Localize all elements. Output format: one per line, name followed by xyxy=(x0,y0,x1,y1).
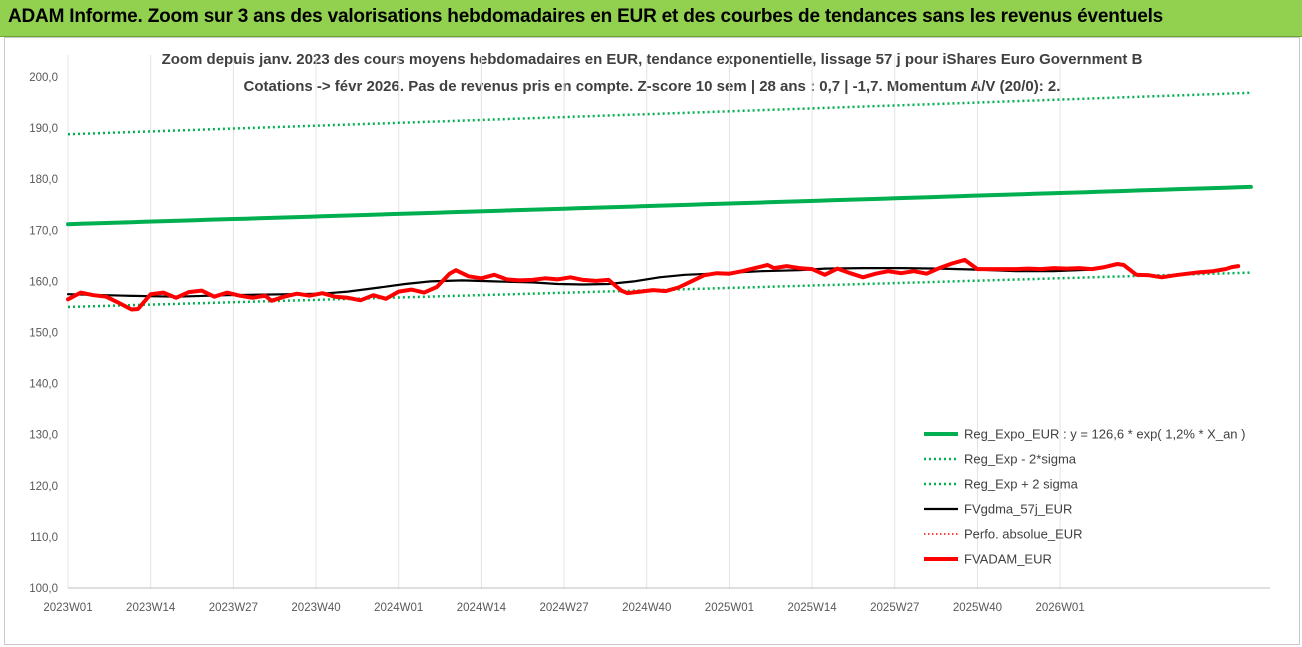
y-tick-label: 200,0 xyxy=(29,72,58,84)
x-tick-label: 2025W14 xyxy=(787,602,837,614)
chart-title: Zoom depuis janv. 2023 des cours moyens … xyxy=(161,51,1143,68)
chart-frame: Zoom depuis janv. 2023 des cours moyens … xyxy=(4,37,1300,645)
legend-label: Perfo. absolue_EUR xyxy=(964,527,1083,542)
y-tick-label: 140,0 xyxy=(29,379,58,391)
x-tick-label: 2023W14 xyxy=(126,602,176,614)
y-tick-label: 120,0 xyxy=(29,481,58,493)
y-tick-label: 110,0 xyxy=(30,532,58,544)
y-tick-label: 180,0 xyxy=(29,174,58,186)
legend-label: Reg_Expo_EUR : y = 126,6 * exp( 1,2% * X… xyxy=(964,427,1245,442)
x-tick-label: 2025W27 xyxy=(870,602,919,614)
y-tick-label: 160,0 xyxy=(29,276,58,288)
y-tick-label: 130,0 xyxy=(29,430,58,442)
axes: 2023W01 2023W14 2023W27 2023W40 2024W01 2024W… xyxy=(29,72,1270,614)
x-tick-label: 2025W40 xyxy=(953,602,1002,614)
x-tick-label: 2024W14 xyxy=(457,602,507,614)
report-banner: ADAM Informe. Zoom sur 3 ans des valoris… xyxy=(0,0,1302,37)
gridlines xyxy=(67,55,1061,588)
series-lines xyxy=(66,91,1253,312)
series-line-5 xyxy=(66,257,1241,312)
x-tick-label: 2026W01 xyxy=(1036,602,1085,614)
series-line-0 xyxy=(66,184,1253,227)
x-tick-label: 2024W40 xyxy=(622,602,671,614)
y-tick-label: 170,0 xyxy=(29,225,58,237)
x-tick-label: 2023W27 xyxy=(209,602,258,614)
x-tick-label: 2024W27 xyxy=(539,602,588,614)
legend-label: FVgdma_57j_EUR xyxy=(964,502,1072,517)
x-tick-label: 2023W01 xyxy=(43,602,92,614)
x-tick-label: 2023W40 xyxy=(291,602,340,614)
report-title: ADAM Informe. Zoom sur 3 ans des valoris… xyxy=(8,6,1164,27)
legend-label: Reg_Exp - 2*sigma xyxy=(964,452,1077,467)
legend-label: Reg_Exp + 2 sigma xyxy=(964,477,1079,492)
y-tick-label: 150,0 xyxy=(29,328,58,340)
y-tick-label: 190,0 xyxy=(29,123,58,135)
legend: Reg_Expo_EUR : y = 126,6 * exp( 1,2% * X… xyxy=(924,427,1245,567)
x-tick-label: 2024W01 xyxy=(374,602,423,614)
x-tick-label: 2025W01 xyxy=(705,602,754,614)
y-tick-label: 100,0 xyxy=(29,583,58,595)
legend-label: FVADAM_EUR xyxy=(964,552,1052,567)
series-line-2 xyxy=(67,91,1251,136)
chart-subtitle: Cotations -> févr 2026. Pas de revenus p… xyxy=(243,78,1061,95)
